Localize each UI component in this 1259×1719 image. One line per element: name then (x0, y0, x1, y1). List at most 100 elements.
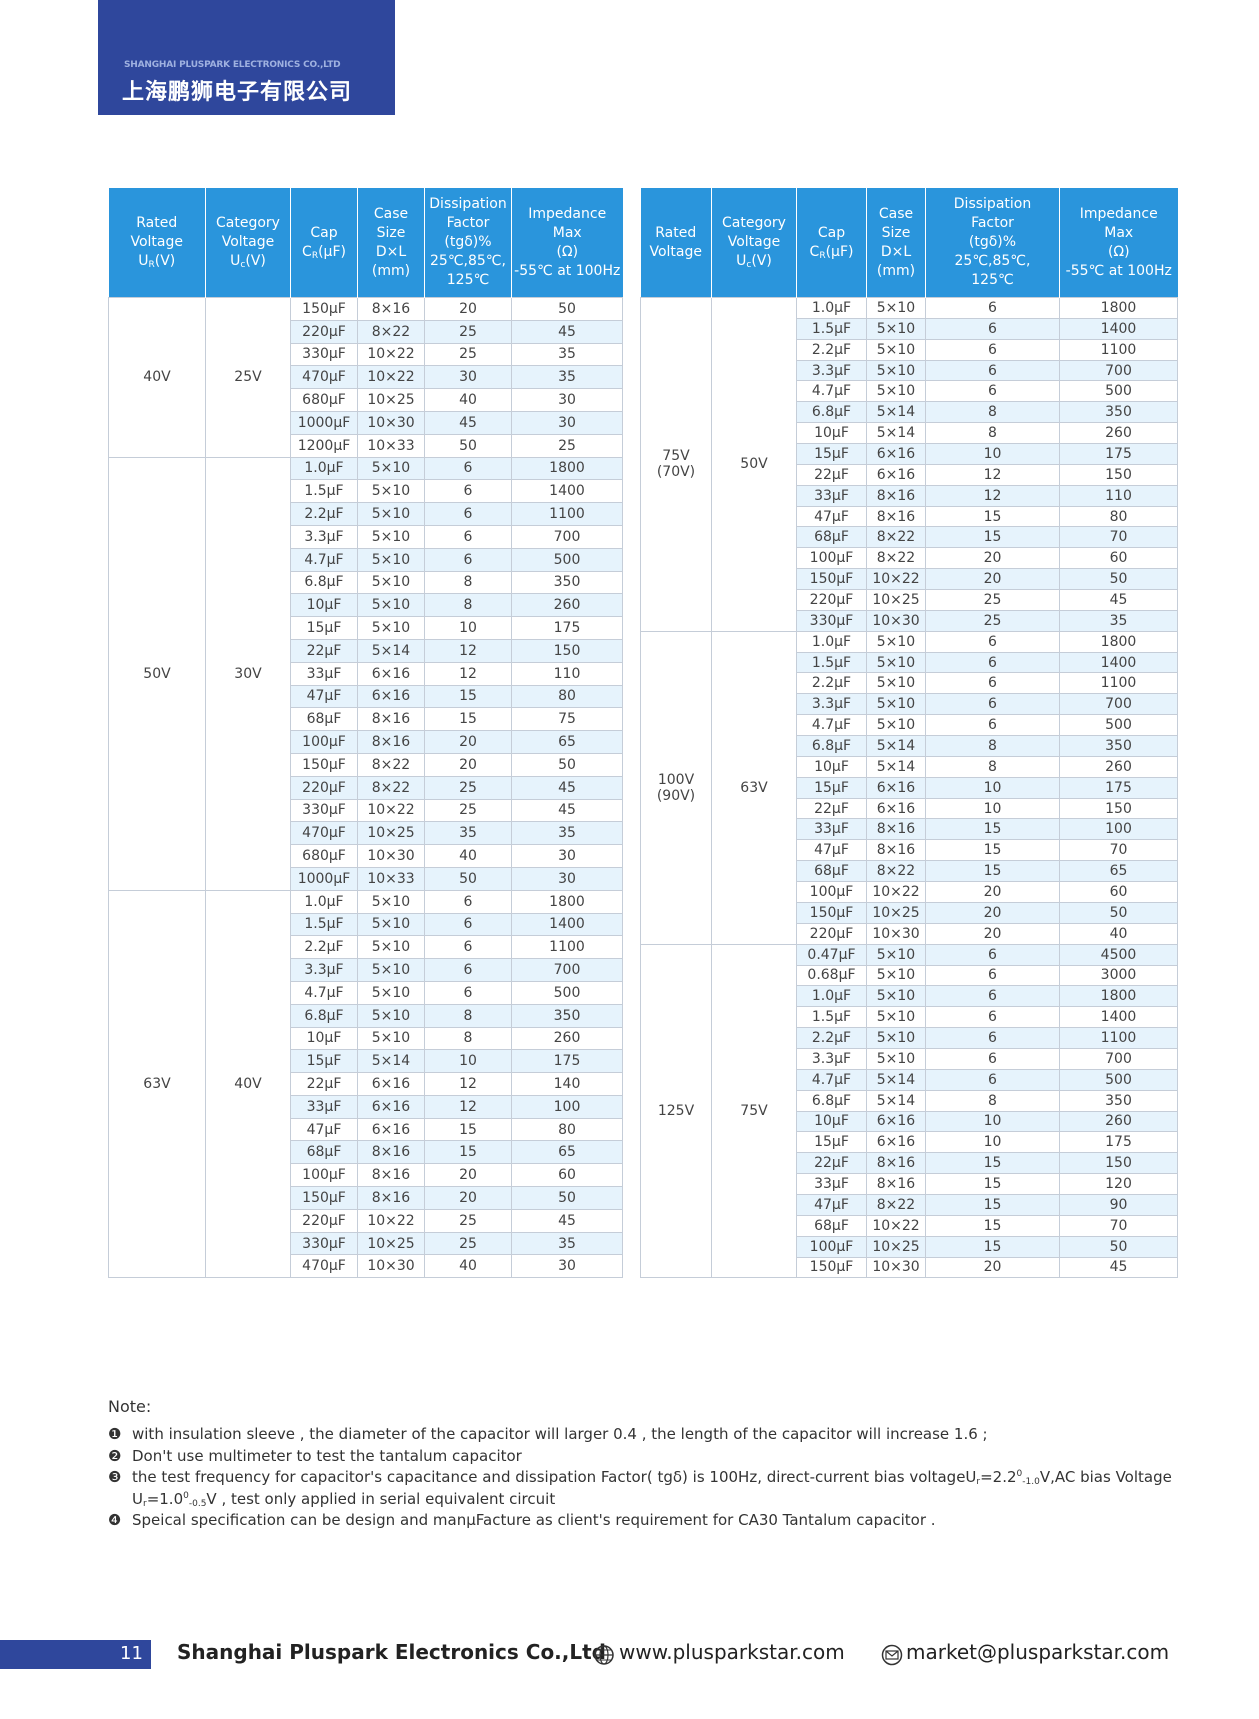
impedance: 60 (1059, 881, 1178, 903)
data-row: 1200μF 10×33 50 25 (109, 433, 623, 458)
data-row: 150μF 10×22 20 50 (641, 568, 1178, 591)
header-line: Voltage (649, 243, 702, 260)
impedance: 35 (1059, 609, 1178, 632)
header-unit: (μF) (318, 243, 346, 260)
capacitance: 6.8μF (290, 1003, 358, 1028)
data-row: 68μF 8×16 15 75 (109, 707, 623, 732)
dissipation-factor: 20 (925, 547, 1060, 570)
capacitance: 68μF (796, 526, 867, 549)
case-size: 8×16 (357, 297, 425, 321)
header-line: -55℃ at 100Hz (1065, 262, 1172, 279)
data-row: 1.0μF 5×10 6 1800 (641, 985, 1178, 1008)
dissipation-factor: 50 (424, 866, 512, 891)
impedance: 30 (511, 410, 623, 435)
data-row: 4.7μF 5×10 6 500 (109, 547, 623, 572)
header-cell: Dissipation Factor (tgδ)% 25℃,85℃, 125℃ (424, 188, 512, 298)
header-row: Rated Voltage UR(V) Category Voltage Uc(V) Cap… (108, 188, 623, 298)
data-row: 3.3μF 5×10 6 700 (641, 693, 1178, 716)
footer-email: market@plusparkstar.com (906, 1640, 1170, 1664)
data-row: 680μF 10×30 40 30 (109, 844, 623, 868)
header-cell: Category Voltage Uc(V) (711, 188, 797, 298)
data-row: 40V 25V 150μF 8×16 20 50 (108, 297, 623, 458)
header-unit: (V) (751, 253, 772, 269)
impedance: 65 (511, 730, 623, 754)
header-symbol-line: UR(V) (109, 252, 206, 271)
rated-voltage-cell: 63V (108, 889, 206, 1279)
capacitance: 68μF (290, 707, 358, 732)
impedance: 70 (1059, 839, 1178, 862)
header-row: Rated Voltage Category Voltage Uc(V) Cap CR(μF… (640, 188, 1178, 298)
dissipation-factor: 15 (424, 1117, 512, 1142)
capacitance: 10μF (796, 1110, 867, 1133)
data-row: 15μF 5×14 10 175 (109, 1049, 623, 1074)
impedance: 1100 (511, 502, 623, 526)
dissipation-factor: 10 (925, 1110, 1060, 1133)
capacitance: 1.5μF (290, 912, 358, 937)
header-line: D×L (880, 243, 912, 260)
dissipation-factor: 40 (424, 844, 512, 868)
capacitance: 100μF (290, 730, 358, 754)
dissipation-factor: 6 (424, 479, 512, 504)
impedance: 1400 (511, 912, 623, 937)
impedance: 350 (1059, 1089, 1178, 1112)
case-size: 10×22 (357, 798, 425, 823)
capacitance: 68μF (290, 1140, 358, 1165)
case-size: 10×22 (357, 365, 425, 390)
impedance: 260 (1059, 1110, 1178, 1133)
data-row: 2.2μF 5×10 6 1100 (641, 338, 1178, 361)
case-size: 8×16 (357, 1140, 425, 1165)
case-size: 5×10 (357, 980, 425, 1005)
capacitance: 4.7μF (796, 714, 867, 737)
impedance: 1800 (1059, 985, 1178, 1008)
impedance: 40 (1059, 922, 1178, 945)
company-en: SHANGHAI PLUSPARK ELECTRONICS CO.,LTD (124, 60, 341, 70)
case-size: 5×10 (357, 935, 425, 960)
dissipation-factor: 10 (925, 443, 1060, 465)
dissipation-factor: 12 (424, 638, 512, 663)
impedance: 1100 (1059, 672, 1178, 695)
data-row: 47μF 8×16 15 80 (641, 505, 1178, 528)
header-line: Category (722, 215, 786, 231)
header-line: Max (1104, 224, 1134, 241)
impedance: 700 (1059, 1047, 1178, 1070)
dissipation-factor: 15 (925, 818, 1060, 841)
capacitance: 22μF (796, 797, 867, 820)
case-size: 6×16 (357, 1117, 425, 1142)
impedance: 1800 (511, 889, 623, 914)
capacitance: 680μF (290, 844, 358, 868)
capacitance: 100μF (290, 1163, 358, 1188)
dissipation-factor: 20 (424, 730, 512, 754)
header-subscript: R (819, 250, 826, 261)
capacitance: 4.7μF (290, 980, 358, 1005)
capacitance: 4.7μF (796, 380, 867, 403)
dissipation-factor: 6 (925, 338, 1060, 361)
case-size: 5×10 (357, 547, 425, 572)
impedance: 260 (1059, 755, 1178, 778)
dissipation-factor: 15 (925, 1214, 1060, 1237)
data-row: 6.8μF 5×14 8 350 (641, 735, 1178, 757)
capacitance: 2.2μF (796, 338, 867, 361)
impedance: 75 (511, 707, 623, 732)
impedance: 500 (1059, 714, 1178, 737)
rated-voltage: 50V (143, 665, 171, 682)
impedance: 60 (1059, 547, 1178, 570)
case-size: 5×10 (357, 1026, 425, 1051)
dissipation-factor: 6 (925, 964, 1060, 987)
case-size: 5×10 (866, 1027, 926, 1049)
header-symbol: U (138, 253, 149, 269)
case-size: 5×10 (866, 651, 926, 674)
impedance: 500 (511, 547, 623, 572)
capacitance: 33μF (796, 818, 867, 841)
case-size: 5×10 (866, 943, 926, 966)
impedance: 1800 (1059, 630, 1178, 653)
dissipation-factor: 10 (925, 797, 1060, 820)
dissipation-factor: 6 (925, 630, 1060, 653)
case-size: 10×22 (866, 568, 926, 591)
capacitance: 220μF (290, 775, 358, 800)
case-size: 10×30 (357, 410, 425, 435)
data-row: 68μF 10×22 15 70 (641, 1214, 1178, 1237)
capacitance: 15μF (290, 616, 358, 640)
header-line: (mm) (876, 262, 916, 279)
header-line: Voltage (221, 234, 275, 250)
case-size: 5×10 (357, 889, 425, 914)
